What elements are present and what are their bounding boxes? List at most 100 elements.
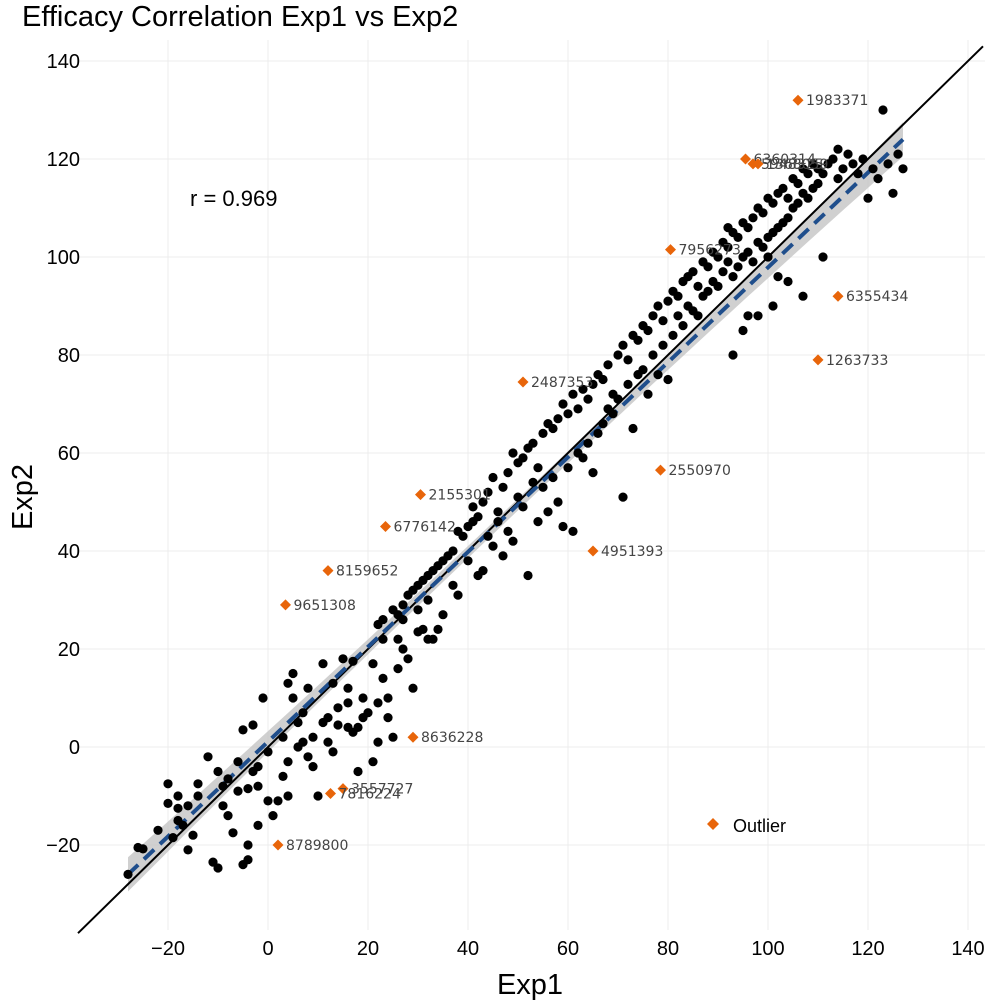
data-point [303,752,313,762]
data-point [568,526,578,537]
data-point [803,169,813,179]
data-point [673,311,683,321]
data-point [393,634,403,644]
y-tick-label: 60 [58,443,80,465]
data-point [288,693,298,703]
data-point [298,737,308,747]
outlier-label: 3557727 [351,782,413,798]
data-point [183,801,193,811]
data-point [553,497,563,507]
data-point [318,659,328,669]
data-point [538,428,548,438]
data-point [898,164,908,174]
outlier-label: 8636228 [421,730,483,746]
outlier-point [832,290,844,302]
data-point [643,389,653,399]
data-point [783,193,793,203]
outlier-point [517,376,529,388]
data-point [793,178,803,189]
data-point [553,414,563,424]
y-tick-label: 40 [58,541,80,563]
data-point [398,644,408,654]
data-point [383,713,393,723]
data-point [343,683,353,693]
data-point [818,252,828,262]
data-point [488,472,498,483]
data-point [418,624,428,635]
data-point [728,350,738,360]
data-point [253,762,263,772]
data-point [663,296,673,306]
data-point [328,678,338,688]
data-point [598,419,608,429]
data-point [428,634,438,644]
data-point [343,698,353,708]
data-point [313,791,323,801]
data-point [608,409,618,419]
data-point [703,262,713,272]
data-point [883,159,893,169]
data-point [758,242,768,252]
outlier-point [587,545,599,557]
legend-marker-outlier [707,818,719,830]
data-point [283,791,293,801]
data-point [713,252,723,262]
data-point [328,747,338,757]
data-point [233,786,243,796]
data-point [658,316,668,326]
legend: Outlier [707,816,786,836]
data-point [678,321,688,331]
data-point [203,752,213,762]
data-point [178,820,188,831]
outlier-label: 8789800 [286,838,348,854]
data-point [513,492,523,502]
data-point [523,570,533,581]
data-point [638,365,648,375]
x-tick-label: 80 [657,938,679,960]
data-point [163,779,173,789]
data-point [248,720,258,730]
data-point [518,502,528,512]
outlier-label: 2487353 [531,375,593,391]
data-point [648,311,658,321]
data-point [308,762,318,772]
data-point [483,531,493,541]
outlier-point [407,731,419,743]
outlier-point [415,489,426,501]
data-point [838,164,848,174]
data-point [538,482,548,492]
data-point [888,188,898,198]
data-point [268,811,278,821]
data-point [598,374,608,385]
data-point [868,164,878,174]
data-point [533,517,543,527]
y-tick-label: 20 [58,639,80,661]
data-point [288,668,298,679]
data-point [253,781,263,791]
outlier-label: 5948325 [761,157,823,173]
data-point [478,566,488,576]
data-point [473,512,483,522]
outlier-point [380,521,391,532]
data-point [548,423,558,434]
identity-line-path [77,45,984,934]
data-point [628,423,638,434]
y-tick-label: 0 [69,737,80,759]
y-tick-label: −20 [46,835,80,857]
x-tick-labels: −20 0 20 40 60 80 100 120 140 [151,938,985,960]
identity-line [77,45,984,934]
data-point [613,394,623,404]
data-point [433,624,443,635]
data-point [493,517,503,527]
data-point [548,472,558,483]
y-tick-label: 120 [47,149,80,171]
data-point [273,796,283,806]
data-point [818,169,828,179]
data-point [843,149,853,159]
data-point [748,213,758,223]
data-point [743,223,753,233]
data-point [733,232,743,242]
data-point [518,453,528,463]
data-point [743,247,753,257]
data-point [878,105,888,115]
